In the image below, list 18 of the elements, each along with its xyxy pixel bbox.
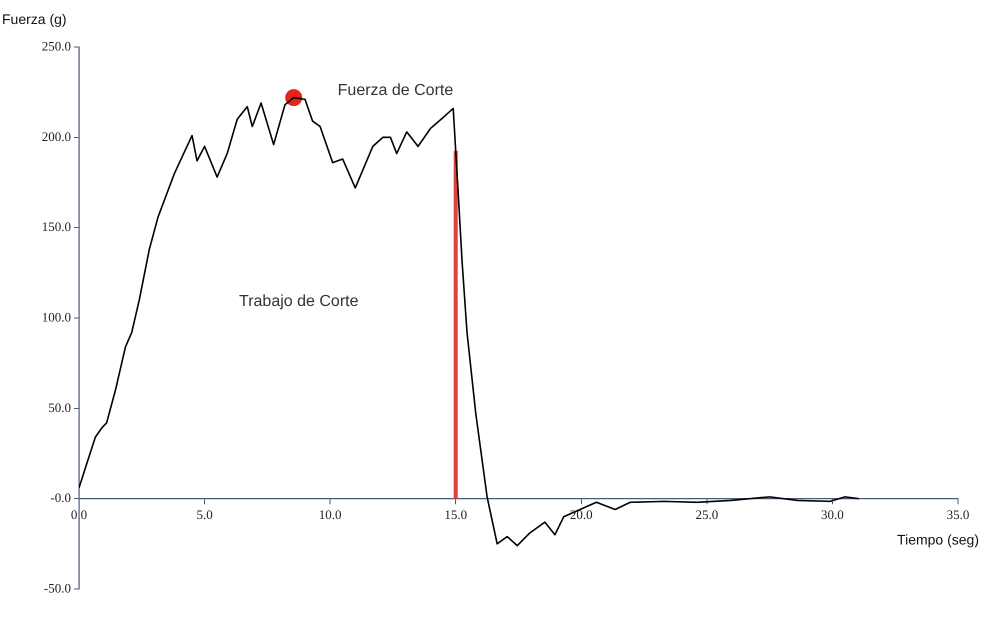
annotation: Trabajo de Corte — [239, 293, 359, 310]
y-tick-label: 50.0 — [48, 400, 71, 415]
annotation: Fuerza de Corte — [338, 82, 454, 99]
x-tick-label: 20.0 — [570, 506, 593, 522]
x-tick-label: 25.0 — [695, 506, 718, 522]
y-tick-label: 100.0 — [42, 309, 71, 324]
x-tick-label: 15.0 — [444, 506, 468, 522]
y-tick-label: 250.0 — [42, 38, 71, 54]
y-tick-label: 200.0 — [42, 128, 71, 144]
y-tick-label: -0.0 — [50, 490, 71, 506]
x-tick-label: 30.0 — [821, 506, 844, 522]
x-axis-title: Tiempo (seg) — [897, 532, 979, 548]
x-tick-label: 35.0 — [946, 506, 970, 522]
y-tick-label: -50.0 — [44, 580, 71, 596]
y-axis-title: Fuerza (g) — [2, 10, 67, 27]
y-tick-label: 150.0 — [42, 219, 71, 234]
x-tick-label: 5.0 — [196, 506, 213, 522]
x-tick-label: 10.0 — [318, 506, 342, 522]
